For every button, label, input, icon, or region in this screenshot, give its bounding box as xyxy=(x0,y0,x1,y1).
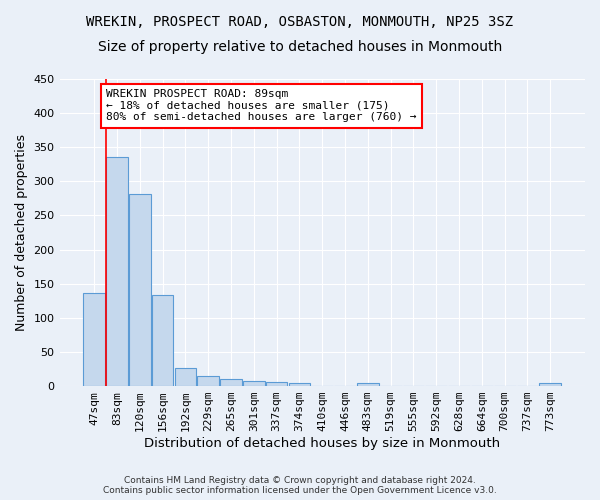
Bar xyxy=(539,382,561,386)
Bar xyxy=(129,194,151,386)
X-axis label: Distribution of detached houses by size in Monmouth: Distribution of detached houses by size … xyxy=(144,437,500,450)
Bar xyxy=(197,376,219,386)
Text: Contains HM Land Registry data © Crown copyright and database right 2024.
Contai: Contains HM Land Registry data © Crown c… xyxy=(103,476,497,495)
Text: Size of property relative to detached houses in Monmouth: Size of property relative to detached ho… xyxy=(98,40,502,54)
Bar xyxy=(243,382,265,386)
Text: WREKIN PROSPECT ROAD: 89sqm
← 18% of detached houses are smaller (175)
80% of se: WREKIN PROSPECT ROAD: 89sqm ← 18% of det… xyxy=(106,89,416,122)
Bar xyxy=(220,378,242,386)
Bar xyxy=(106,157,128,386)
Bar xyxy=(83,294,105,386)
Bar xyxy=(152,294,173,386)
Bar xyxy=(266,382,287,386)
Text: WREKIN, PROSPECT ROAD, OSBASTON, MONMOUTH, NP25 3SZ: WREKIN, PROSPECT ROAD, OSBASTON, MONMOUT… xyxy=(86,15,514,29)
Y-axis label: Number of detached properties: Number of detached properties xyxy=(15,134,28,331)
Bar xyxy=(175,368,196,386)
Bar xyxy=(289,382,310,386)
Bar xyxy=(357,382,379,386)
